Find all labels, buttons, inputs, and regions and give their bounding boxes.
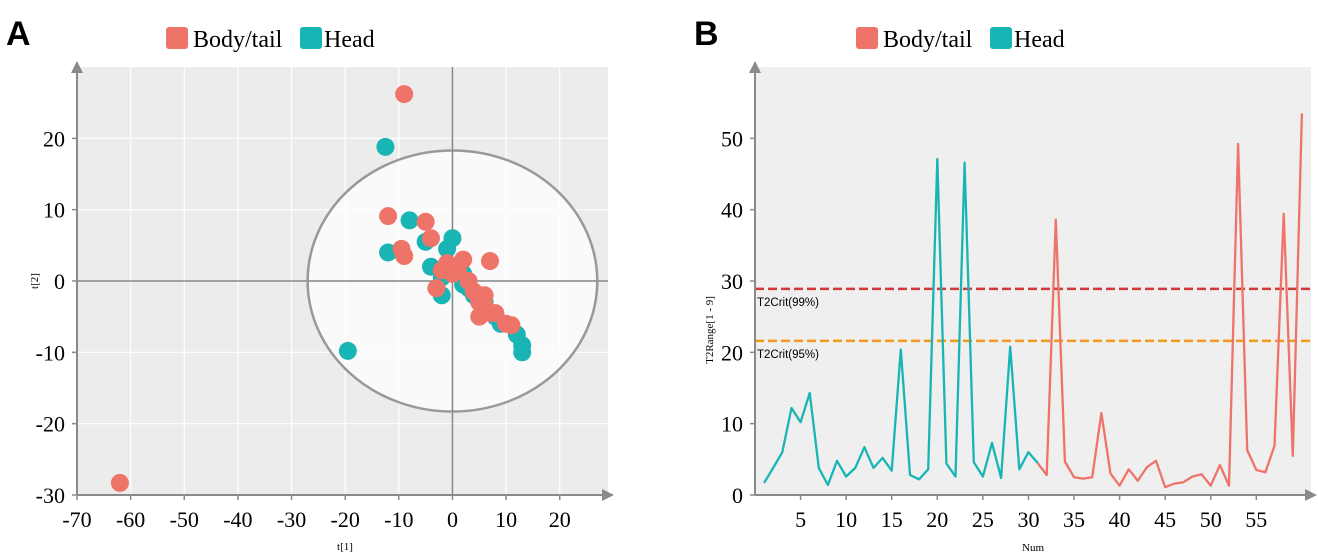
point-body-tail	[481, 252, 499, 271]
panel-b-thresholds: T2Crit(99%) T2Crit(95%)	[755, 287, 1311, 361]
point-head	[338, 341, 357, 360]
y-tick-label: -10	[36, 340, 65, 365]
x-tick-label: -20	[331, 507, 360, 532]
x-axis-arrow	[602, 489, 614, 501]
legend-swatch-head	[990, 27, 1012, 49]
series-line-body-tail	[1036, 113, 1304, 489]
panel-b: B Body/tail Head T2Crit(99%)T2Crit(95%) …	[694, 15, 1317, 554]
panel-b-legend: Body/tail Head	[856, 27, 1065, 53]
x-tick-label: -70	[62, 507, 91, 532]
panel-a-x-axis-label: t[1]	[337, 541, 353, 553]
x-tick-label: 10	[495, 507, 517, 532]
point-body-tail	[470, 307, 489, 326]
y-axis-arrow	[71, 61, 83, 73]
point-body-tail	[422, 229, 440, 248]
y-tick-label: 0	[732, 483, 743, 508]
y-tick-label: 30	[721, 269, 743, 294]
panel-b-plot-area	[755, 67, 1311, 495]
panel-b-y-axis-label: T2Range[1 - 9]	[704, 296, 716, 364]
panel-a-ticks: -70 -60 -50 -40 -30 -20 -10 0 10 20 -30 -20 -10 0 10 20	[36, 126, 571, 532]
legend-label-body-tail: Body/tail	[883, 27, 973, 53]
panel-b-ticks: 5 10 15 20 25 30 35 40 45 50 55 0 10 20 30 40 50	[721, 126, 1267, 532]
panel-b-lines	[763, 113, 1304, 489]
x-tick-label: 10	[835, 507, 857, 532]
y-tick-label: 10	[721, 412, 743, 437]
x-tick-label: -10	[384, 507, 413, 532]
point-body-tail	[379, 207, 398, 226]
x-tick-label: 5	[795, 507, 806, 532]
threshold-label: T2Crit(95%)	[757, 349, 819, 361]
panel-b-letter: B	[694, 15, 719, 53]
x-tick-label: 55	[1245, 507, 1267, 532]
x-tick-label: -30	[277, 507, 306, 532]
x-tick-label: 20	[549, 507, 571, 532]
x-tick-label: -40	[223, 507, 252, 532]
x-tick-label: 0	[447, 507, 458, 532]
y-tick-label: 10	[43, 198, 65, 223]
x-axis-arrow	[1305, 489, 1317, 501]
point-body-tail	[395, 247, 414, 266]
x-tick-label: 40	[1109, 507, 1131, 532]
panel-a-legend: Body/tail Head	[166, 27, 375, 53]
x-tick-label: 15	[881, 507, 903, 532]
y-tick-label: 20	[43, 126, 65, 151]
y-tick-label: -30	[36, 483, 65, 508]
panel-b-x-axis-label: Num	[1022, 542, 1044, 554]
legend-swatch-head	[300, 27, 322, 49]
legend-label-body-tail: Body/tail	[193, 27, 283, 53]
legend-swatch-body-tail	[166, 27, 188, 49]
x-tick-label: 20	[926, 507, 948, 532]
panel-a-letter: A	[6, 15, 31, 53]
y-axis-arrow	[749, 61, 761, 73]
legend-label-head: Head	[1014, 27, 1065, 53]
x-tick-label: -50	[170, 507, 199, 532]
legend-label-head: Head	[324, 27, 375, 53]
point-body-tail	[454, 250, 473, 269]
x-tick-label: 45	[1154, 507, 1176, 532]
point-head	[438, 239, 457, 258]
panel-a: A Body/tail Head -70 -60 -50 -40 -30 -20 -10 0 1…	[6, 15, 614, 553]
threshold-label: T2Crit(99%)	[757, 297, 819, 309]
legend-swatch-body-tail	[856, 27, 878, 49]
x-tick-label: -60	[116, 507, 145, 532]
point-head	[513, 343, 532, 362]
y-tick-label: 40	[721, 198, 743, 223]
point-body-tail	[427, 279, 446, 298]
point-body-tail	[502, 316, 521, 335]
panel-a-y-axis-label: t[2]	[29, 273, 41, 289]
x-tick-label: 25	[972, 507, 994, 532]
point-body-tail	[416, 212, 435, 231]
point-head	[400, 211, 419, 230]
point-head	[376, 137, 395, 156]
series-line-head	[763, 157, 1039, 487]
point-body-tail	[395, 85, 414, 104]
y-tick-label: -20	[36, 412, 65, 437]
y-tick-label: 50	[721, 126, 743, 151]
panel-a-points	[110, 85, 532, 492]
x-tick-label: 50	[1200, 507, 1222, 532]
x-tick-label: 35	[1063, 507, 1085, 532]
y-tick-label: 20	[721, 340, 743, 365]
x-tick-label: 30	[1017, 507, 1039, 532]
point-body-tail	[110, 473, 129, 492]
y-tick-label: 0	[54, 269, 65, 294]
